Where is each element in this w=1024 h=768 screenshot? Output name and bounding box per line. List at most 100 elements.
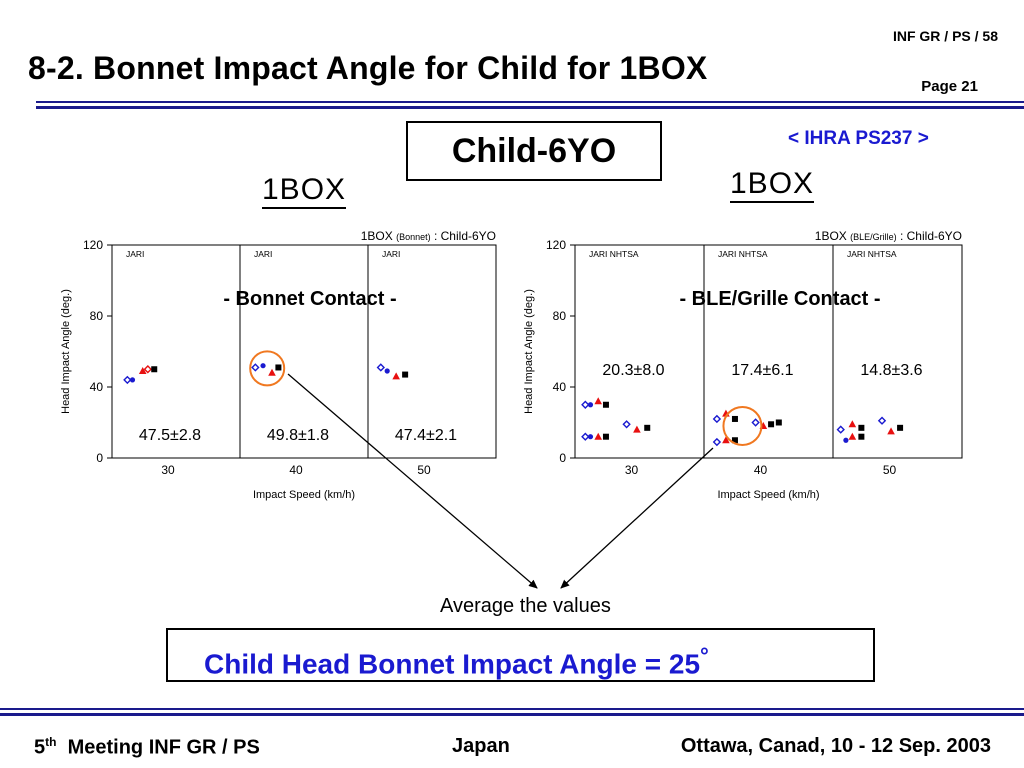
data-point [587, 402, 594, 408]
highlight-circle [249, 350, 286, 387]
data-point [712, 414, 722, 424]
result-text: Child Head Bonnet Impact Angle = 25 [204, 648, 701, 680]
footer-rule-bottom [0, 713, 1024, 716]
group-source-label: JARI [254, 249, 272, 259]
y-tick-label: 80 [90, 309, 104, 323]
document-id: INF GR / PS / 58 [892, 28, 998, 44]
footer-ordinal: 5 [34, 736, 46, 759]
group-stat-label: 49.8±1.8 [267, 427, 329, 444]
degree-symbol: ° [700, 643, 709, 668]
chart-title-main: 1BOX [361, 229, 396, 243]
group-stat-label: 14.8±3.6 [860, 362, 922, 379]
subject-box: Child-6YO [406, 121, 662, 181]
page-number: Page 21 [921, 78, 978, 95]
chart-title-tail: : Child-6YO [897, 229, 962, 243]
x-tick-label: 40 [754, 463, 768, 477]
data-point [633, 425, 641, 433]
data-point [594, 397, 603, 405]
y-tick-label: 40 [553, 380, 567, 394]
bonnet-contact-chart: 1BOX (Bonnet) : Child-6YO 0 40 80 120 Head Im… [60, 229, 497, 501]
data-point [877, 416, 887, 425]
group-stat-label: 47.5±2.8 [139, 427, 201, 444]
group-source-label: JARI [126, 249, 144, 259]
data-point [138, 367, 147, 375]
footer-country: Japan [452, 735, 510, 757]
group-source-label: JARI NHTSA [589, 249, 639, 259]
vehicle-label-underline [730, 201, 815, 203]
data-point [731, 415, 738, 422]
data-point [129, 377, 136, 383]
title-rule-bottom [36, 106, 1024, 109]
data-point [151, 366, 158, 373]
data-point [581, 432, 590, 441]
data-point [858, 424, 865, 431]
data-point [251, 363, 260, 372]
group-stat-label: 17.4±6.1 [731, 362, 793, 379]
y-tick-label: 40 [90, 380, 104, 394]
vehicle-label-text: 1BOX [262, 173, 347, 206]
data-point [602, 401, 609, 408]
x-tick-label: 50 [417, 463, 431, 477]
data-point [848, 432, 857, 440]
data-point [275, 364, 282, 371]
data-point [143, 365, 153, 374]
data-point [768, 421, 775, 428]
data-point [268, 368, 276, 376]
data-point [594, 432, 603, 440]
group-source-label: JARI NHTSA [718, 249, 768, 259]
x-tick-label: 30 [161, 463, 175, 477]
data-point [848, 420, 857, 428]
vehicle-label-left: 1BOX [262, 173, 347, 209]
y-tick-label: 80 [553, 309, 567, 323]
footer-rule-top [0, 708, 1024, 710]
y-tick-label: 0 [559, 451, 566, 465]
y-axis-label: Head Impact Angle (deg.) [523, 289, 535, 414]
data-point [587, 434, 594, 440]
y-tick-label: 0 [96, 451, 103, 465]
x-axis-label: Impact Speed (km/h) [717, 489, 819, 501]
data-point [384, 368, 390, 374]
y-tick-label: 120 [546, 238, 566, 252]
data-point [897, 424, 904, 431]
data-point [722, 436, 730, 444]
footer-venue: Ottawa, Canad, 10 - 12 Sep. 2003 [680, 735, 991, 757]
x-tick-label: 50 [883, 463, 897, 477]
result-box: Child Head Bonnet Impact Angle = 25° [166, 628, 875, 682]
chart-title-paren: (Bonnet) [396, 232, 431, 242]
chart-title-tail: : Child-6YO [431, 229, 496, 243]
group-source-label: JARI [382, 249, 400, 259]
chart-title: 1BOX (Bonnet) : Child-6YO [361, 229, 496, 243]
reference-label: < IHRA PS237 > [788, 128, 929, 149]
data-point [376, 363, 385, 372]
data-point [775, 419, 782, 426]
highlight-circle [722, 405, 763, 446]
average-note: Average the values [440, 595, 611, 617]
data-point [887, 427, 895, 435]
data-point [843, 437, 849, 443]
data-point [712, 437, 722, 447]
data-point [602, 433, 609, 440]
chart-title: 1BOX (BLE/Grille) : Child-6YO [815, 229, 962, 243]
data-point [836, 425, 845, 434]
chart-title-paren: (BLE/Grille) [850, 232, 897, 242]
y-axis-label: Head Impact Angle (deg.) [60, 289, 72, 414]
footer-meeting-name: Meeting INF GR / PS [67, 736, 260, 759]
data-point [260, 363, 266, 369]
chart-title-main: 1BOX [815, 229, 850, 243]
data-point [731, 437, 738, 444]
contact-type-label: - Bonnet Contact - [223, 288, 396, 310]
slide-title: 8-2. Bonnet Impact Angle for Child for 1… [28, 50, 708, 86]
data-point [402, 371, 409, 378]
data-point [622, 420, 631, 429]
data-point [858, 433, 865, 440]
vehicle-label-text: 1BOX [730, 167, 815, 200]
y-tick-label: 120 [83, 238, 103, 252]
data-point [581, 400, 590, 409]
title-rule-top [36, 101, 1024, 103]
group-stat-label: 47.4±2.1 [395, 427, 457, 444]
data-point [123, 375, 132, 385]
data-point [644, 424, 651, 431]
plot-frame [574, 244, 963, 459]
group-stat-label: 20.3±8.0 [602, 362, 664, 379]
group-source-label: JARI NHTSA [847, 249, 897, 259]
